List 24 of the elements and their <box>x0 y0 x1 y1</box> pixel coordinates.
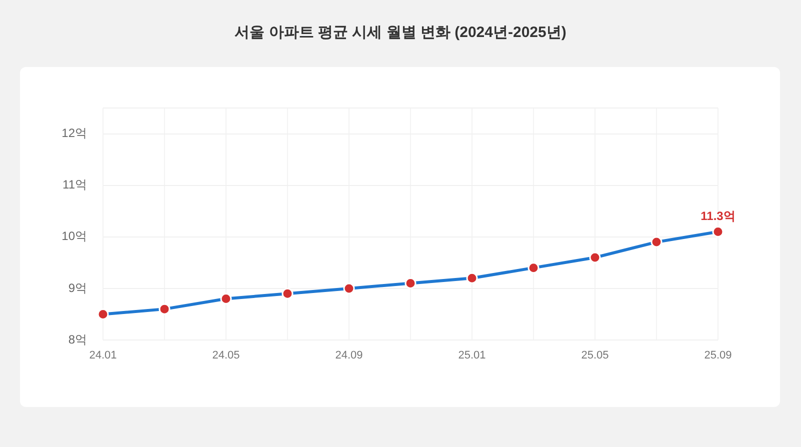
y-tick-label: 9억 <box>68 280 87 295</box>
point <box>404 278 416 290</box>
point <box>712 226 724 238</box>
x-tick-label: 24.05 <box>212 350 240 362</box>
point <box>97 308 109 320</box>
x-tick-label: 25.01 <box>458 350 486 362</box>
point <box>282 288 294 300</box>
y-tick-label: 12억 <box>62 126 87 140</box>
point <box>158 303 170 315</box>
y-tick-label: 11억 <box>62 178 87 192</box>
point <box>589 252 601 264</box>
point <box>220 293 232 305</box>
x-tick-label: 25.05 <box>581 350 609 362</box>
y-tick-label: 10억 <box>62 229 87 244</box>
point <box>343 282 355 294</box>
annotation: 11.3억 <box>700 209 736 224</box>
point <box>466 272 478 284</box>
point <box>528 262 540 274</box>
y-tick-label: 8억 <box>68 332 87 346</box>
point <box>650 236 662 248</box>
x-tick-label: 25.09 <box>704 350 732 362</box>
chart-title: 서울 아파트 평균 시세 월별 변화 (2024년-2025년) <box>234 23 568 43</box>
x-tick-label: 24.09 <box>335 350 363 362</box>
x-tick-label: 24.01 <box>89 350 117 362</box>
